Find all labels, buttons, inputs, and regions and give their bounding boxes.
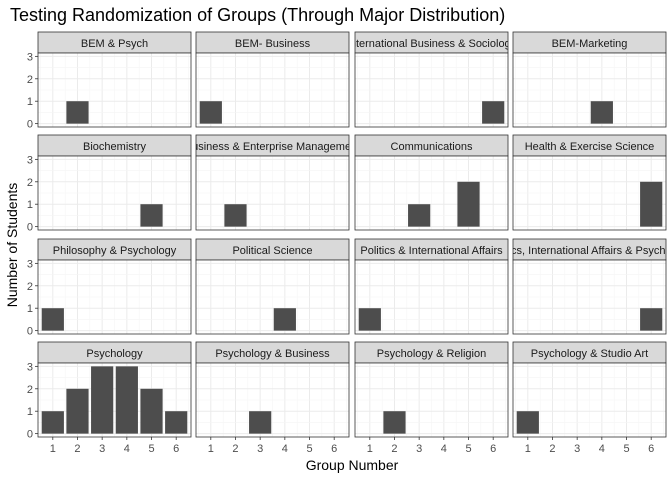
x-tick-label: 4 — [124, 443, 130, 455]
facet-panel: BEM- Business — [196, 32, 349, 127]
facet-panel: Psychology & Religion 1 2 3 4 5 6 — [355, 342, 508, 455]
facet-panel: Communications — [355, 135, 508, 230]
facet-strip-label: BEM & Psych — [81, 38, 148, 50]
facet-strip-label: Philosophy & Psychology — [53, 245, 177, 257]
facet-strip-label: Psychology & Studio Art — [531, 348, 648, 360]
x-tick-label: 5 — [306, 443, 312, 455]
bar — [517, 411, 539, 433]
facet-panel: BEM & Psych 0 1 2 3 — [27, 32, 191, 131]
facet-panel: Politics & International Affairs — [355, 239, 508, 334]
y-tick-label: 2 — [27, 384, 33, 396]
x-tick-label: 6 — [490, 443, 496, 455]
facet-panel: Biochemistry 0 1 2 3 — [27, 135, 191, 234]
facet-strip-label: BEM-Marketing — [552, 38, 628, 50]
x-tick-label: 1 — [525, 443, 531, 455]
x-tick-label: 4 — [282, 443, 288, 455]
facet-panel: Health & Exercise Science — [513, 135, 666, 230]
bar — [359, 308, 381, 330]
facet-strip-label: Health & Exercise Science — [525, 141, 655, 153]
facet-strip-label: Psychology & Religion — [377, 348, 486, 360]
y-tick-label: 0 — [27, 222, 33, 234]
x-tick-label: 4 — [441, 443, 447, 455]
x-tick-label: 3 — [99, 443, 105, 455]
y-tick-label: 0 — [27, 119, 33, 131]
facet-strip-label: Biochemistry — [83, 141, 146, 153]
bar — [383, 411, 405, 433]
bar — [640, 182, 662, 227]
bar — [591, 101, 613, 123]
facet-strip-label: Business & Enterprise Management — [185, 141, 360, 153]
x-tick-label: 1 — [367, 443, 373, 455]
bar — [140, 389, 162, 434]
bar — [165, 411, 187, 433]
facet-panel: Psychology & Business 1 2 3 4 5 6 — [196, 342, 349, 455]
y-tick-label: 0 — [27, 326, 33, 338]
x-tick-label: 2 — [391, 443, 397, 455]
facet-strip-label: Communications — [391, 141, 473, 153]
bar — [42, 308, 64, 330]
y-tick-label: 1 — [27, 199, 33, 211]
bar — [140, 204, 162, 226]
facet-panel: Business & Enterprise Management — [185, 135, 360, 230]
bar — [42, 411, 64, 433]
bar — [66, 389, 88, 434]
chart-title: Testing Randomization of Groups (Through… — [10, 5, 505, 25]
bar — [66, 101, 88, 123]
bar — [249, 411, 271, 433]
facet-panel: Philosophy & Psychology 0 1 2 3 — [27, 239, 191, 338]
x-tick-label: 3 — [416, 443, 422, 455]
facet-strip-label: International Business & Sociology — [347, 38, 517, 50]
y-tick-label: 2 — [27, 74, 33, 86]
bar — [274, 308, 296, 330]
facet-strip-label: Politics & International Affairs — [360, 245, 503, 257]
x-tick-label: 6 — [331, 443, 337, 455]
bar — [640, 308, 662, 330]
facet-panel: BEM-Marketing — [513, 32, 666, 127]
facet-strip-label: Psychology — [86, 348, 143, 360]
x-tick-label: 5 — [148, 443, 154, 455]
bar — [91, 366, 113, 433]
y-tick-label: 2 — [27, 177, 33, 189]
facet-panel: International Business & Sociology — [347, 32, 517, 127]
facet-strip-label: Psychology & Business — [215, 348, 330, 360]
x-tick-label: 5 — [623, 443, 629, 455]
facet-panels: BEM & Psych 0 1 2 3 BEM- Business Internationa… — [27, 32, 672, 455]
bar — [457, 182, 479, 227]
x-tick-label: 2 — [74, 443, 80, 455]
facet-strip-label: Political Science — [232, 245, 312, 257]
facet-strip-label: Politics, International Affairs & Psycho… — [487, 245, 672, 257]
x-tick-label: 2 — [232, 443, 238, 455]
x-tick-label: 4 — [599, 443, 605, 455]
x-axis-label: Group Number — [306, 457, 399, 473]
bar — [408, 204, 430, 226]
x-tick-label: 6 — [173, 443, 179, 455]
x-tick-label: 3 — [574, 443, 580, 455]
x-tick-label: 2 — [549, 443, 555, 455]
y-tick-label: 3 — [27, 361, 33, 373]
bar — [224, 204, 246, 226]
x-tick-label: 5 — [465, 443, 471, 455]
x-tick-label: 1 — [208, 443, 214, 455]
y-tick-label: 1 — [27, 406, 33, 418]
facet-panel: Politics, International Affairs & Psycho… — [487, 239, 672, 334]
bar — [116, 366, 138, 433]
facet-panel: Political Science — [196, 239, 349, 334]
y-tick-label: 3 — [27, 154, 33, 166]
y-tick-label: 1 — [27, 303, 33, 315]
facet-panel: Psychology 0 1 2 3 1 2 3 4 5 6 — [27, 342, 191, 455]
facet-strip-label: BEM- Business — [235, 38, 311, 50]
bar — [482, 101, 504, 123]
y-tick-label: 3 — [27, 51, 33, 63]
y-tick-label: 3 — [27, 258, 33, 270]
y-tick-label: 0 — [27, 429, 33, 441]
facet-panel: Psychology & Studio Art 1 2 3 4 5 6 — [513, 342, 666, 455]
x-tick-label: 1 — [50, 443, 56, 455]
y-tick-label: 1 — [27, 96, 33, 108]
bar — [200, 101, 222, 123]
x-tick-label: 3 — [257, 443, 263, 455]
y-tick-label: 2 — [27, 281, 33, 293]
y-axis-label: Number of Students — [4, 183, 20, 308]
x-tick-label: 6 — [648, 443, 654, 455]
